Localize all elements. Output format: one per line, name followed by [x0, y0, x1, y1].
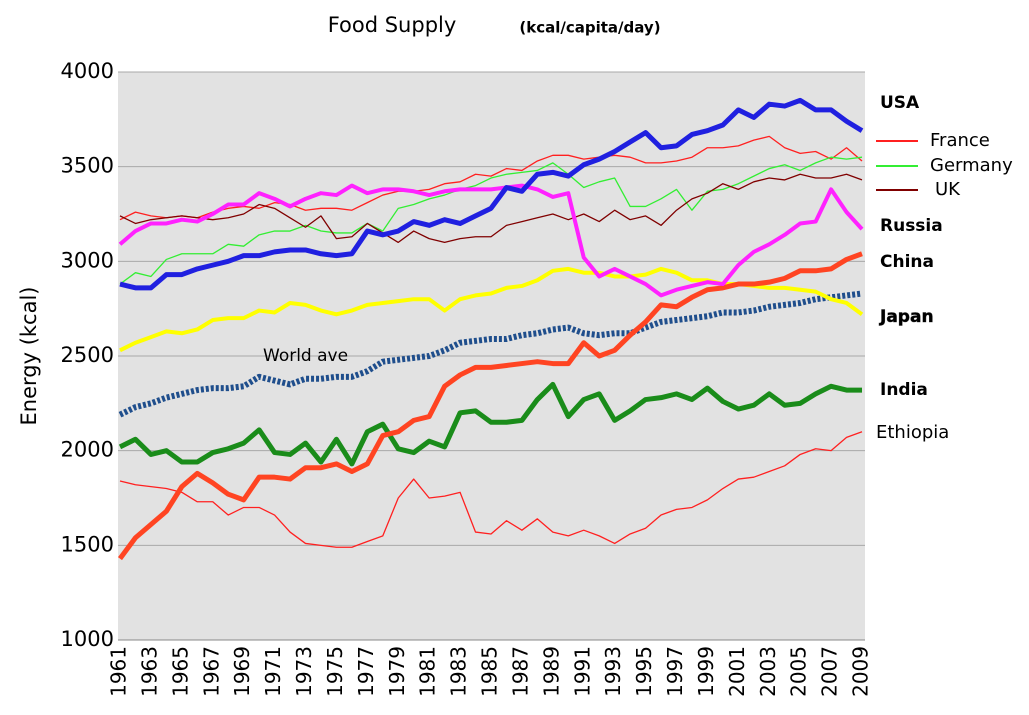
- series-line: [119, 97, 864, 291]
- y-tick-label: 3500: [61, 154, 114, 178]
- series-label: Ethiopia: [876, 422, 949, 443]
- series-line: [118, 183, 864, 298]
- series-line: [119, 173, 863, 244]
- series-label: Germany: [930, 155, 1013, 176]
- x-tick-label: 2009: [849, 646, 873, 697]
- x-tick-label: 1975: [323, 646, 347, 697]
- series-line: [118, 381, 862, 467]
- x-tick-label: 2001: [725, 646, 749, 697]
- x-tick-label: 1965: [168, 646, 192, 697]
- series-label: China: [880, 252, 934, 272]
- x-tick-label: 2007: [818, 646, 842, 697]
- y-axis-label: Energy (kcal): [17, 287, 41, 426]
- series-label: UK: [935, 179, 961, 200]
- y-tick-label: 1000: [61, 627, 114, 651]
- x-tick-label: 1963: [137, 646, 161, 697]
- x-tick-label: 1989: [539, 646, 563, 697]
- y-tick-label: 3000: [61, 248, 114, 272]
- series-label: Japan: [879, 307, 934, 327]
- series-line: [118, 290, 863, 418]
- series-label: France: [930, 130, 990, 151]
- x-tick-label: 1961: [107, 646, 131, 697]
- series-label: India: [880, 380, 928, 400]
- y-tick-label: 4000: [61, 59, 114, 83]
- x-tick-label: 1995: [632, 646, 656, 697]
- x-tick-label: 1973: [292, 646, 316, 697]
- x-tick-label: 1983: [447, 646, 471, 697]
- x-tick-label: 1993: [601, 646, 625, 697]
- chart-subtitle: (kcal/capita/day): [519, 19, 660, 37]
- x-tick-label: 1979: [385, 646, 409, 697]
- x-tick-label: 1971: [261, 646, 285, 697]
- y-tick-label: 1500: [61, 532, 114, 556]
- series-label: USA: [880, 93, 920, 113]
- y-tick-label: 2500: [61, 343, 114, 367]
- x-tick-label: 1981: [416, 646, 440, 697]
- x-tick-label: 1969: [230, 646, 254, 697]
- x-tick-label: 2003: [756, 646, 780, 697]
- x-tick-label: 1977: [354, 646, 378, 697]
- series-line: [117, 251, 863, 561]
- x-tick-label: 2005: [787, 646, 811, 697]
- series-line: [119, 431, 863, 548]
- series-label: World ave: [263, 346, 348, 366]
- x-tick-label: 1999: [694, 646, 718, 697]
- x-tick-label: 1997: [663, 646, 687, 697]
- x-tick-label: 1985: [478, 646, 502, 697]
- series-label: Russia: [880, 216, 943, 236]
- chart-title: Food Supply: [328, 13, 457, 37]
- series-line: [119, 156, 863, 285]
- x-tick-label: 1967: [199, 646, 223, 697]
- x-tick-label: 1987: [508, 646, 532, 697]
- x-tick-label: 1991: [570, 646, 594, 697]
- y-tick-label: 2000: [61, 438, 114, 462]
